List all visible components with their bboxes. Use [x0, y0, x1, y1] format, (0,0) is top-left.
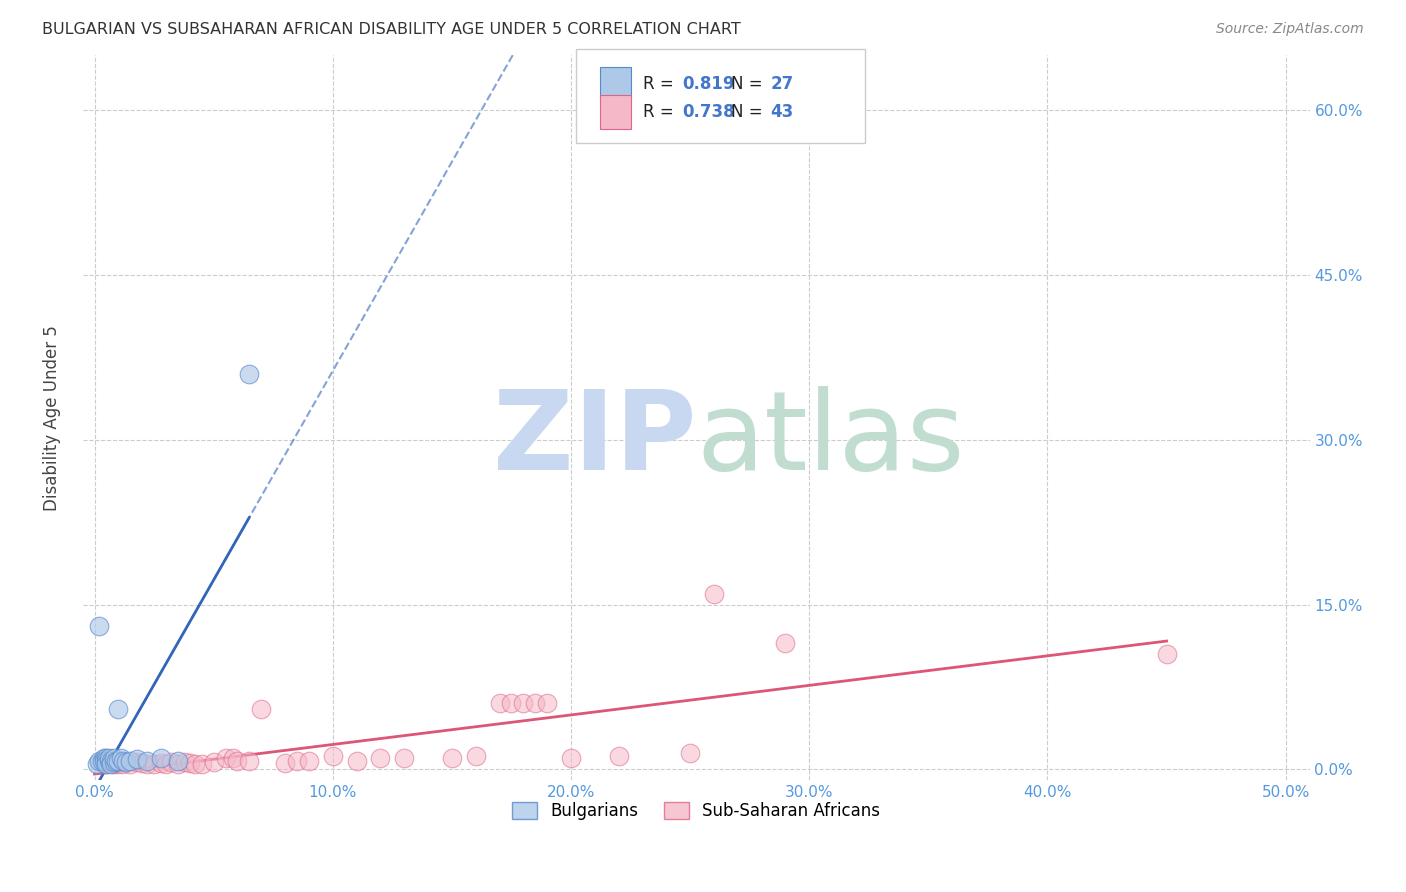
- Text: 0.738: 0.738: [682, 103, 734, 121]
- Point: [174, 755, 197, 769]
- Point: [103, 755, 125, 769]
- Point: [464, 749, 486, 764]
- Point: [238, 367, 260, 381]
- Text: 43: 43: [770, 103, 794, 121]
- Point: [370, 751, 392, 765]
- Point: [86, 756, 108, 771]
- Point: [112, 754, 135, 768]
- Point: [679, 746, 702, 760]
- Point: [703, 586, 725, 600]
- Point: [222, 751, 245, 765]
- Point: [112, 756, 135, 771]
- Point: [93, 751, 115, 765]
- Point: [202, 755, 225, 769]
- Point: [136, 754, 159, 768]
- Point: [560, 751, 582, 765]
- Point: [93, 754, 115, 768]
- Point: [150, 756, 173, 770]
- Point: [167, 754, 190, 768]
- Point: [501, 697, 523, 711]
- Point: [285, 754, 308, 768]
- Point: [322, 749, 344, 764]
- Point: [127, 752, 149, 766]
- Point: [96, 751, 118, 765]
- Point: [103, 756, 125, 771]
- Point: [150, 751, 173, 765]
- Point: [107, 702, 129, 716]
- Point: [179, 756, 201, 770]
- Text: 0.819: 0.819: [682, 75, 734, 93]
- Point: [103, 751, 125, 765]
- Point: [136, 756, 159, 771]
- Point: [183, 756, 205, 771]
- Point: [346, 754, 368, 768]
- Point: [110, 751, 132, 765]
- Point: [394, 751, 416, 765]
- Text: N =: N =: [731, 75, 768, 93]
- Point: [524, 697, 547, 711]
- Point: [159, 755, 181, 769]
- Point: [238, 754, 260, 768]
- Point: [120, 756, 142, 771]
- Point: [1156, 647, 1178, 661]
- Point: [120, 754, 142, 768]
- Point: [536, 697, 558, 711]
- Text: Source: ZipAtlas.com: Source: ZipAtlas.com: [1216, 22, 1364, 37]
- Point: [107, 756, 129, 771]
- Point: [607, 749, 630, 764]
- Point: [155, 756, 177, 771]
- Point: [167, 756, 190, 771]
- Y-axis label: Disability Age Under 5: Disability Age Under 5: [44, 325, 60, 510]
- Point: [298, 754, 321, 768]
- Text: atlas: atlas: [696, 386, 965, 493]
- Text: R =: R =: [643, 103, 679, 121]
- Point: [97, 754, 120, 768]
- Point: [96, 756, 118, 771]
- Text: 27: 27: [770, 75, 794, 93]
- Text: N =: N =: [731, 103, 768, 121]
- Point: [107, 754, 129, 768]
- Point: [105, 754, 128, 768]
- Point: [214, 751, 236, 765]
- Point: [100, 754, 122, 768]
- Point: [775, 636, 797, 650]
- Point: [97, 751, 120, 765]
- Point: [114, 755, 136, 769]
- Text: R =: R =: [643, 75, 679, 93]
- Point: [90, 754, 112, 768]
- Point: [488, 697, 510, 711]
- Point: [274, 756, 297, 770]
- Point: [89, 619, 111, 633]
- Point: [191, 756, 214, 771]
- Text: BULGARIAN VS SUBSAHARAN AFRICAN DISABILITY AGE UNDER 5 CORRELATION CHART: BULGARIAN VS SUBSAHARAN AFRICAN DISABILI…: [42, 22, 741, 37]
- Point: [131, 756, 153, 770]
- Point: [250, 702, 273, 716]
- Point: [143, 756, 166, 771]
- Point: [440, 751, 463, 765]
- Point: [127, 755, 149, 769]
- Point: [96, 756, 118, 771]
- Point: [512, 697, 534, 711]
- Point: [100, 756, 122, 771]
- Point: [226, 754, 249, 768]
- Point: [96, 754, 118, 768]
- Legend: Bulgarians, Sub-Saharan Africans: Bulgarians, Sub-Saharan Africans: [506, 795, 887, 826]
- Text: ZIP: ZIP: [492, 386, 696, 493]
- Point: [89, 754, 111, 768]
